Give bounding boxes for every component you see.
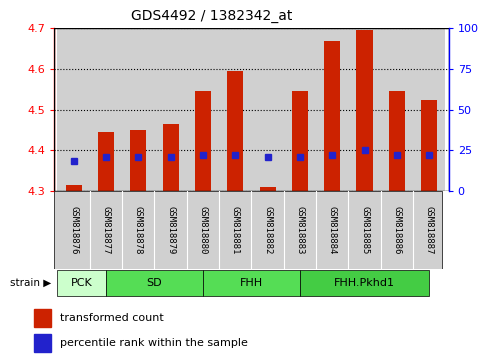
- Bar: [389, 91, 405, 191]
- Bar: [227, 71, 244, 191]
- Text: PCK: PCK: [71, 278, 93, 288]
- Text: GSM818876: GSM818876: [69, 206, 78, 254]
- Bar: [284, 28, 316, 191]
- Text: GSM818879: GSM818879: [166, 206, 175, 254]
- Bar: [98, 132, 114, 191]
- Text: GSM818877: GSM818877: [102, 206, 110, 254]
- Bar: [251, 28, 284, 191]
- Text: strain ▶: strain ▶: [10, 278, 51, 288]
- Text: percentile rank within the sample: percentile rank within the sample: [60, 338, 248, 348]
- Bar: [34, 309, 51, 327]
- Text: transformed count: transformed count: [60, 313, 164, 323]
- Bar: [292, 91, 308, 191]
- Text: FHH.Pkhd1: FHH.Pkhd1: [334, 278, 395, 288]
- Bar: [154, 28, 187, 191]
- Bar: [122, 28, 154, 191]
- Bar: [66, 185, 82, 191]
- Bar: [381, 28, 413, 191]
- Bar: [324, 41, 340, 191]
- Bar: [187, 28, 219, 191]
- Text: GSM818884: GSM818884: [328, 206, 337, 254]
- Bar: [219, 28, 251, 191]
- Bar: [163, 124, 178, 191]
- Text: GSM818880: GSM818880: [199, 206, 208, 254]
- Bar: [58, 270, 106, 296]
- Text: GSM818882: GSM818882: [263, 206, 272, 254]
- Bar: [90, 28, 122, 191]
- Text: SD: SD: [146, 278, 162, 288]
- Text: FHH: FHH: [240, 278, 263, 288]
- Bar: [300, 270, 429, 296]
- Text: GSM818883: GSM818883: [295, 206, 304, 254]
- Bar: [106, 270, 203, 296]
- Bar: [413, 28, 445, 191]
- Text: GSM818887: GSM818887: [425, 206, 434, 254]
- Text: GDS4492 / 1382342_at: GDS4492 / 1382342_at: [131, 9, 293, 23]
- Bar: [356, 30, 373, 191]
- Bar: [316, 28, 349, 191]
- Bar: [195, 91, 211, 191]
- Bar: [203, 270, 300, 296]
- Bar: [349, 28, 381, 191]
- Text: GSM818881: GSM818881: [231, 206, 240, 254]
- Text: GSM818878: GSM818878: [134, 206, 143, 254]
- Bar: [34, 334, 51, 352]
- Bar: [58, 28, 90, 191]
- Text: GSM818885: GSM818885: [360, 206, 369, 254]
- Bar: [259, 187, 276, 191]
- Text: GSM818886: GSM818886: [392, 206, 401, 254]
- Bar: [421, 99, 437, 191]
- Bar: [130, 130, 146, 191]
